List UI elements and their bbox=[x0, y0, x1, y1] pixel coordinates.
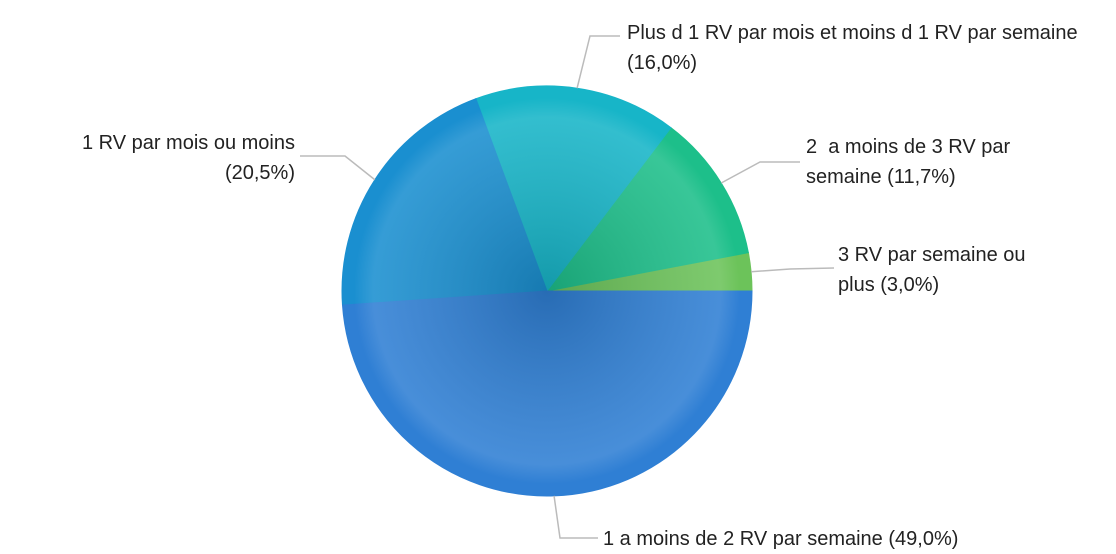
leader-line bbox=[720, 161, 800, 184]
slice-label: 2 a moins de 3 RV par semaine (11,7%) bbox=[806, 132, 1076, 192]
value-label: (16,0%) bbox=[627, 52, 698, 74]
value-label: (11,7%) bbox=[887, 166, 956, 188]
leader-line bbox=[300, 155, 376, 181]
category-name: 1 RV par mois ou moins bbox=[81, 132, 295, 154]
pie-slice bbox=[341, 290, 753, 497]
leader-line bbox=[751, 267, 835, 273]
slice-label: Plus d 1 RV par mois et moins d 1 RV par… bbox=[627, 18, 1107, 78]
category-name: 2 a moins de 3 RV par semaine bbox=[806, 136, 1016, 188]
slice-label: 1 a moins de 2 RV par semaine (49,0%) bbox=[603, 524, 1103, 554]
category-name: Plus d 1 RV par mois et moins d 1 RV par… bbox=[627, 22, 1078, 44]
value-label: (49,0%) bbox=[888, 528, 959, 550]
leader-line bbox=[576, 35, 620, 89]
slice-label: 1 RV par mois ou moins (20,5%) bbox=[55, 128, 295, 188]
category-name: 1 a moins de 2 RV par semaine bbox=[603, 528, 883, 550]
slice-label: 3 RV par semaine ou plus (3,0%) bbox=[838, 240, 1063, 300]
leader-line bbox=[553, 495, 598, 539]
category-name: 3 RV par semaine ou plus bbox=[838, 244, 1032, 296]
value-label: (20,5%) bbox=[224, 162, 295, 184]
value-label: (3,0%) bbox=[880, 274, 940, 296]
